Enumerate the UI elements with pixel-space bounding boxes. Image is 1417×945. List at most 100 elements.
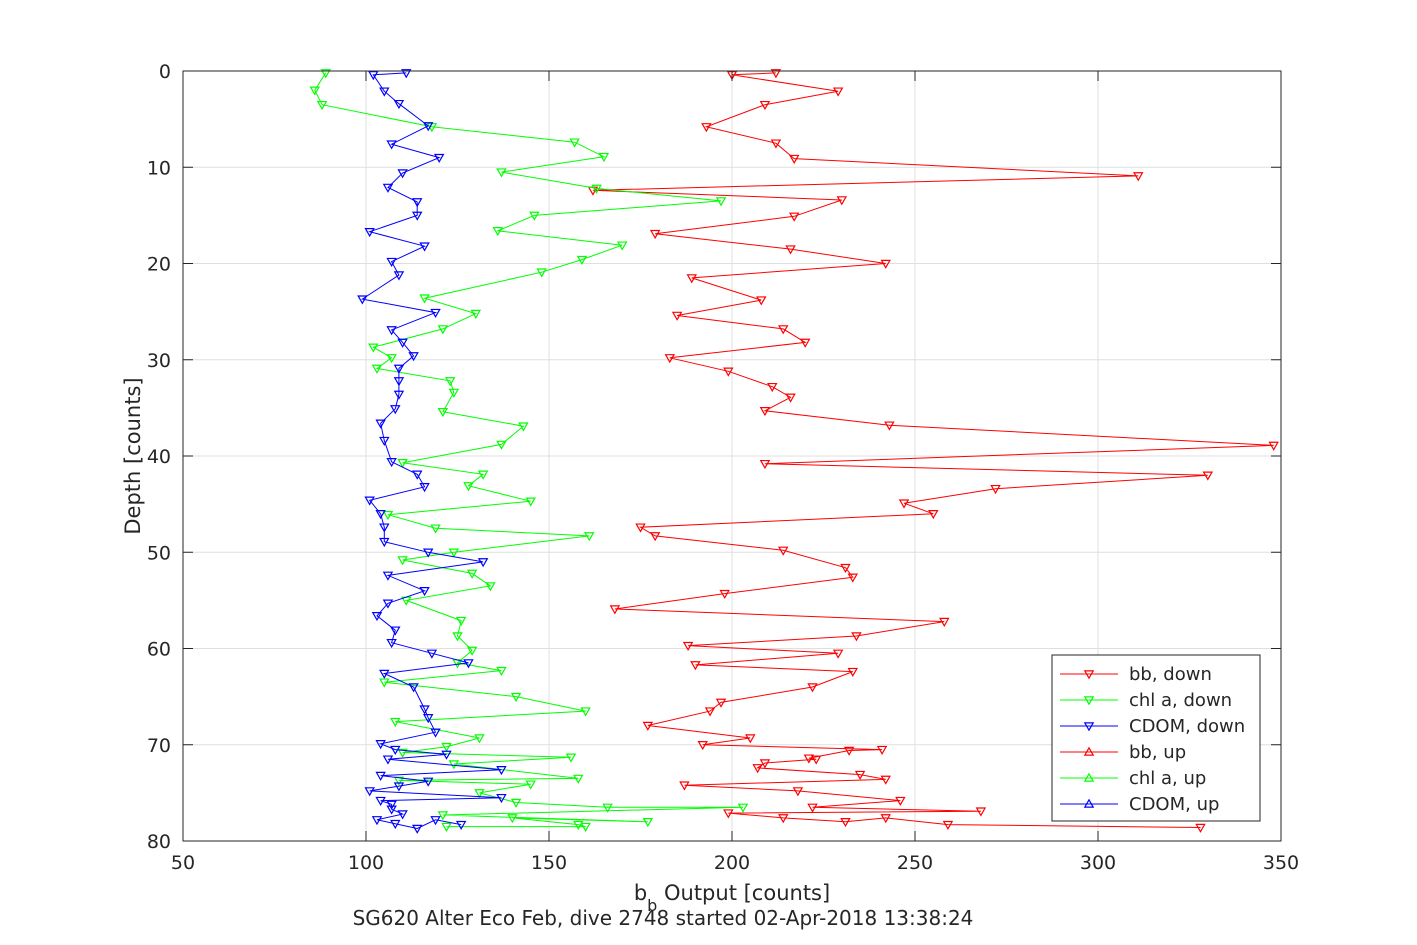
chart-title: SG620 Alter Eco Feb, dive 2748 started 0… [353,906,974,930]
data-point-chl-a-down [386,354,397,364]
data-point-bb-down [649,229,661,240]
data-point-bb-down [778,814,789,824]
data-point-chl-a-down [441,822,452,832]
data-point-cdom-down [364,227,375,238]
legend-entry[interactable]: chl a, up [1060,768,1206,789]
legend-entry[interactable]: CDOM, up [1060,794,1219,815]
data-point-chl-a-down [368,343,379,353]
data-point-chl-a-down [580,707,591,717]
data-point-chl-a-down [437,407,449,418]
legend-swatch-marker [1083,670,1095,680]
data-point-bb-down [975,807,987,817]
legend-swatch-marker [1083,772,1095,782]
series-bb-down [587,69,1279,833]
data-point-bb-down [880,775,891,785]
data-point-chl-a-down [309,86,320,96]
data-point-chl-a-down [584,532,595,542]
data-point-bb-down [895,796,906,806]
data-point-bb-down [847,667,859,678]
data-point-bb-down [723,367,734,377]
data-point-chl-a-down [382,510,394,521]
data-point-cdom-down [412,470,423,480]
data-point-cdom-down [433,153,445,164]
data-point-cdom-down [390,405,401,415]
legend-entry[interactable]: bb, down [1060,664,1212,685]
data-point-cdom-down [386,257,397,267]
data-point-chl-a-down [448,548,460,558]
legend[interactable]: bb, down chl a, down CDOM, down bb, up chl a… [1051,654,1261,822]
data-point-bb-down [770,139,782,149]
data-point-bb-down [840,563,851,574]
data-point-chl-a-down [463,482,474,492]
legend-entry[interactable]: bb, up [1060,742,1186,763]
data-point-bb-down [719,589,730,600]
data-point-cdom-down [441,750,452,760]
data-point-cdom-down [412,198,423,208]
data-point-bb-down [759,759,771,769]
data-point-bb-down [788,212,800,222]
data-point-bb-down [884,421,895,431]
data-point-cdom-down [419,483,430,493]
x-axis-label-subscript: b [647,896,657,915]
data-point-bb-down [854,770,866,780]
data-point-bb-down [942,820,954,831]
data-point-bb-down [807,803,818,813]
data-point-bb-down [832,649,844,659]
data-point-chl-a-down [437,811,449,821]
legend-swatch-marker [1083,696,1095,706]
data-point-bb-down [880,814,891,824]
data-point-cdom-down [426,649,438,659]
data-point-cdom-down [455,820,467,831]
data-point-bb-down [752,764,763,774]
data-point-cdom-down [393,271,405,281]
x-tick-label: 250 [897,852,933,874]
data-point-cdom-down [379,436,390,447]
data-point-cdom-down [401,69,412,79]
data-point-cdom-down [477,558,489,568]
data-point-cdom-down [496,766,507,776]
data-point-bb-down [723,809,734,819]
data-point-cdom-down [419,586,430,597]
data-point-bb-down [840,817,851,828]
data-point-cdom-down [364,787,375,797]
data-point-cdom-down [430,308,441,318]
legend-label: chl a, down [1129,690,1232,711]
y-tick-label: 40 [147,446,171,468]
y-tick-label: 10 [147,157,171,179]
data-point-cdom-down [382,571,394,581]
data-point-bb-down [898,499,910,509]
legend-entry[interactable]: CDOM, down [1060,716,1245,737]
y-tick-label: 20 [147,254,171,276]
x-tick-label: 300 [1080,852,1116,874]
legend-box [1051,654,1261,822]
data-point-bb-down [1133,172,1144,182]
data-point-cdom-down [430,816,441,826]
data-point-bb-down [832,87,844,97]
data-point-chl-a-down [466,569,478,579]
data-point-cdom-down [386,800,397,810]
data-point-bb-down [770,69,782,79]
data-point-cdom-down [422,714,434,724]
data-point-chl-a-down [510,692,522,703]
data-point-bb-down [704,707,716,717]
y-axis-label: Depth [counts] [121,377,145,534]
legend-entry[interactable]: chl a, down [1060,690,1232,711]
data-point-chl-a-down [492,227,503,237]
data-point-bb-down [679,781,690,791]
data-point-cdom-down [422,777,434,787]
data-point-cdom-down [386,638,397,649]
data-point-chl-a-down [444,377,456,387]
data-point-cdom-down [386,326,397,336]
data-point-bb-down [785,245,796,255]
x-axis-label-rest: Output [counts] [657,881,830,905]
data-point-chl-a-down [602,803,613,813]
data-point-chl-a-down [316,100,328,111]
ticks [182,70,1282,842]
x-tick-label: 200 [714,852,750,874]
data-point-chl-a-down [518,422,529,432]
data-point-cdom-down [422,122,434,132]
data-point-bb-down [671,311,683,321]
data-point-chl-a-down [390,717,401,728]
data-point-chl-a-down [477,470,489,480]
x-tick-label: 350 [1263,852,1299,874]
